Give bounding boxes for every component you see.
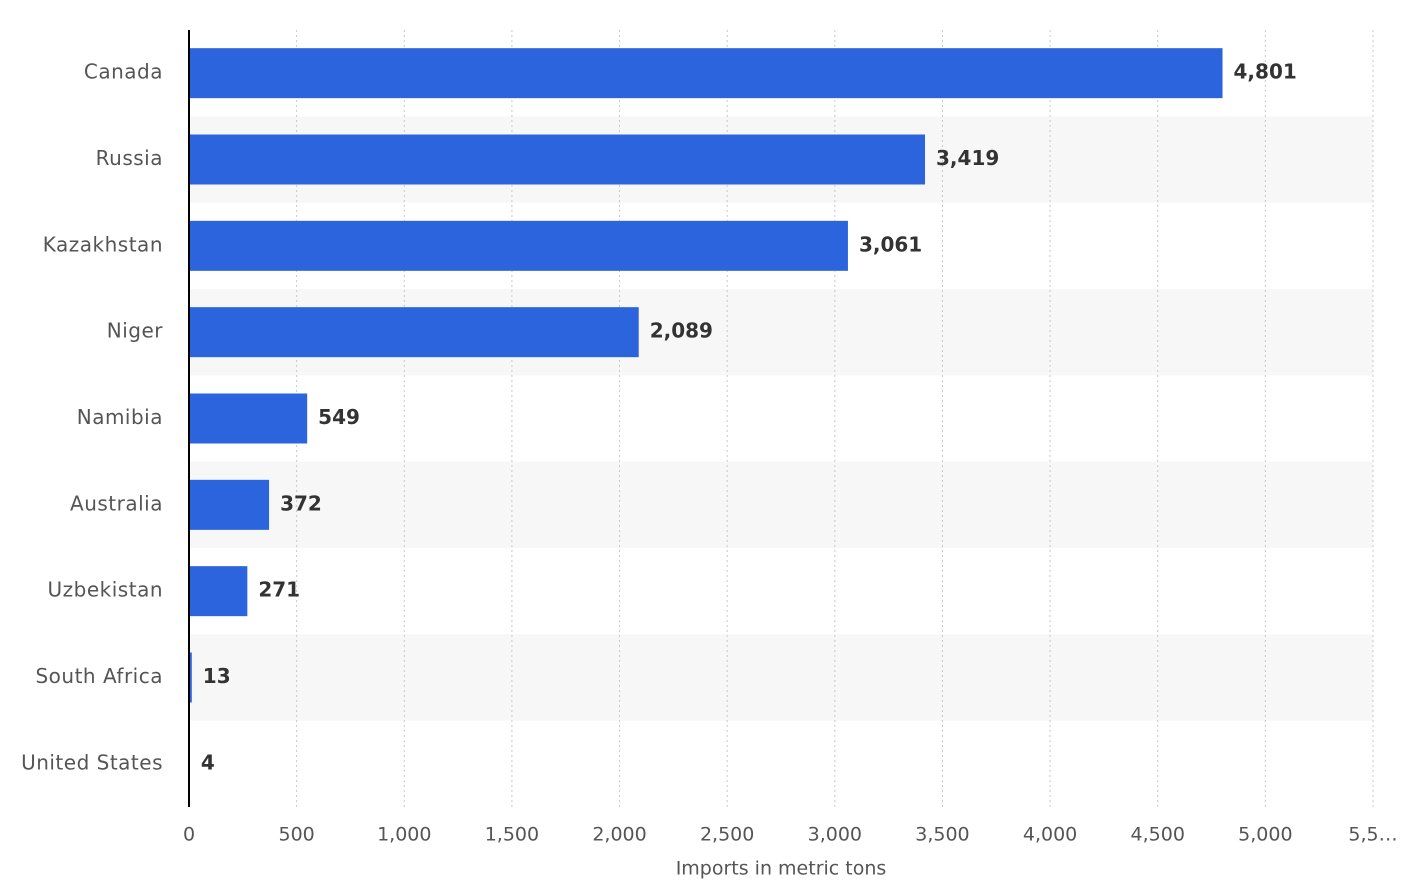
value-label: 3,061 — [859, 232, 922, 256]
bar — [189, 220, 848, 271]
x-tick-label: 3,000 — [808, 824, 862, 846]
value-label: 271 — [258, 578, 300, 602]
x-tick-label: 3,500 — [915, 824, 969, 846]
bar — [189, 307, 639, 358]
y-tick-label: Canada — [84, 60, 163, 84]
value-label: 13 — [203, 664, 231, 688]
x-tick-label: 4,000 — [1023, 824, 1077, 846]
x-tick-label: 2,000 — [592, 824, 646, 846]
row-band — [189, 461, 1373, 548]
x-tick-label: 500 — [279, 824, 315, 846]
y-tick-label: Niger — [107, 319, 164, 343]
value-label: 4,801 — [1234, 60, 1297, 84]
bar — [189, 479, 270, 530]
x-tick-label: 1,000 — [377, 824, 431, 846]
bar — [189, 48, 1223, 99]
y-tick-label: Kazakhstan — [43, 232, 163, 256]
value-label: 372 — [280, 491, 322, 515]
y-tick-label: Namibia — [77, 405, 163, 429]
y-tick-label: Australia — [70, 491, 163, 515]
value-label: 3,419 — [936, 146, 999, 170]
value-label: 2,089 — [650, 319, 713, 343]
value-label: 4 — [201, 750, 215, 774]
x-tick-label: 5,000 — [1238, 824, 1292, 846]
y-tick-label: South Africa — [35, 664, 163, 688]
bar — [189, 652, 192, 703]
row-band — [189, 634, 1373, 721]
y-tick-label: United States — [21, 750, 163, 774]
x-tick-label: 2,500 — [700, 824, 754, 846]
y-tick-label: Uzbekistan — [48, 578, 163, 602]
x-tick-label: 0 — [183, 824, 195, 846]
x-tick-label: 1,500 — [485, 824, 539, 846]
value-label: 549 — [318, 405, 360, 429]
bar — [189, 393, 308, 444]
y-tick-label: Russia — [96, 146, 163, 170]
bar — [189, 566, 248, 617]
bar — [189, 134, 926, 185]
x-tick-label: 5,5… — [1348, 824, 1397, 846]
x-axis-label: Imports in metric tons — [676, 858, 887, 880]
x-tick-label: 4,500 — [1131, 824, 1185, 846]
